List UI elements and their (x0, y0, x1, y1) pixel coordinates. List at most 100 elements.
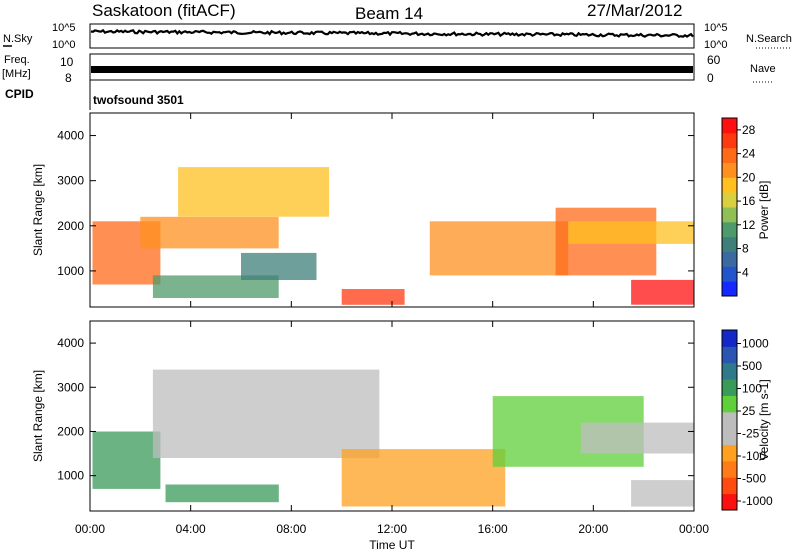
colorbar-swatch (722, 266, 737, 282)
colorbar-swatch (722, 132, 737, 149)
beam-title: Beam 14 (355, 4, 423, 23)
colorbar-swatch (722, 177, 737, 193)
colorbar-swatch (722, 362, 737, 380)
echo-region-4 (241, 252, 317, 280)
colorbar-swatch (722, 444, 737, 462)
x-tick-label: 12:00 (377, 522, 407, 536)
x-tick-label: 16:00 (478, 522, 508, 536)
colorbar-tick-label: 16 (742, 194, 756, 208)
program-label: twofsound 3501 (93, 93, 184, 107)
velocity-y-axis: 1000 2000 3000 4000 (57, 336, 694, 483)
x-tick-label: 20:00 (578, 522, 608, 536)
y-tick-label: 2000 (57, 424, 84, 438)
velocity-data-layer (92, 369, 695, 507)
date-title: 27/Mar/2012 (587, 1, 682, 20)
echo-region-6 (429, 221, 569, 276)
freq-panel-frame (89, 53, 695, 81)
noise-axis-right-top: 10^5 (704, 22, 728, 34)
echo-region-0 (92, 431, 161, 489)
power-panel: 1000 2000 3000 4000 Slant Range [km] (31, 112, 695, 308)
time-x-axis: 00:00 04:00 08:00 12:00 16:00 20:00 00:00 (75, 113, 709, 536)
noise-axis-bottom: 10^0 (52, 39, 76, 51)
colorbar-swatch (722, 395, 737, 413)
y-tick-label: 1000 (57, 264, 84, 278)
echo-region-1 (152, 369, 380, 458)
freq-label-line1: Freq. (4, 54, 30, 66)
colorbar-tick-label: 12 (742, 218, 756, 232)
echo-region-3 (341, 449, 506, 507)
x-tick-label: 00:00 (679, 522, 709, 536)
colorbar-swatch (722, 477, 737, 495)
colorbar-swatch (722, 428, 737, 446)
echo-region-2 (178, 167, 330, 217)
colorbar-swatch (722, 493, 737, 511)
y-tick-label: 3000 (57, 380, 84, 394)
colorbar-swatch (722, 251, 737, 267)
colorbar-frame (721, 117, 738, 297)
velocity-y-label: Slant Range [km] (31, 370, 45, 462)
colorbar-tick-label: 1000 (742, 337, 769, 351)
power-data-layer (92, 167, 694, 305)
nsearch-label: N.Search (746, 33, 792, 45)
noise-panel: 10^5 10^0 10^5 10^0 (52, 22, 728, 51)
power-colorbar-label: Power [dB] (757, 181, 771, 240)
colorbar-swatch (722, 236, 737, 252)
echo-region-3 (152, 275, 279, 298)
colorbar-swatch (722, 281, 737, 297)
nave-label: Nave (750, 63, 776, 75)
colorbar-swatch (722, 147, 737, 163)
freq-label-line2: [MHz] (2, 68, 31, 80)
colorbar-swatch (722, 221, 737, 238)
colorbar-swatch (722, 118, 737, 134)
velocity-panel: 1000 2000 3000 4000 Slant Range [km] (31, 320, 695, 512)
noise-panel-frame (89, 23, 695, 49)
colorbar-tick-label: -500 (742, 472, 766, 486)
cpid-label: CPID (5, 87, 34, 101)
nave-axis-top: 60 (707, 53, 721, 67)
y-tick-label: 2000 (57, 219, 84, 233)
colorbar-tick-label: 500 (742, 359, 762, 373)
y-tick-label: 4000 (57, 336, 84, 350)
y-tick-label: 3000 (57, 174, 84, 188)
colorbar-tick-label: 24 (742, 147, 756, 161)
colorbar-tick-label: 25 (742, 404, 756, 418)
colorbar-tick-label: 20 (742, 170, 756, 184)
colorbar-swatch (722, 192, 737, 208)
x-axis-label: Time UT (369, 538, 415, 552)
colorbar-tick-label: -25 (742, 427, 760, 441)
power-y-axis: 1000 2000 3000 4000 (57, 129, 694, 278)
nave-axis-bottom: 0 (707, 71, 714, 85)
velocity-colorbar: 1000 500 100 25 -25 -100 -500 -1000 (721, 329, 773, 511)
y-tick-label: 1000 (57, 469, 84, 483)
echo-region-1 (140, 216, 279, 249)
echo-region-6 (580, 422, 695, 454)
colorbar-tick-label: 28 (742, 123, 756, 137)
colorbar-swatch (722, 330, 737, 347)
x-tick-label: 00:00 (75, 522, 105, 536)
colorbar-swatch (722, 411, 737, 429)
echo-region-2 (165, 484, 279, 503)
colorbar-tick-label: 8 (742, 242, 749, 256)
y-tick-label: 4000 (57, 129, 84, 143)
power-colorbar: 4 8 12 16 20 24 28 (721, 117, 756, 297)
freq-axis-top: 10 (60, 55, 74, 69)
colorbar-tick-label: -100 (742, 449, 766, 463)
x-tick-label: 08:00 (276, 522, 306, 536)
colorbar-swatch (722, 460, 737, 478)
freq-trace-band (91, 66, 693, 73)
noise-axis-top: 10^5 (52, 22, 76, 34)
colorbar-tick-label: -1000 (742, 494, 773, 508)
nsky-label: N.Sky (3, 33, 33, 45)
noise-sky-trace (90, 28, 694, 38)
colorbar-frame (721, 329, 738, 511)
colorbar-swatch (722, 379, 737, 396)
power-y-label: Slant Range [km] (31, 164, 45, 256)
x-tick-label: 04:00 (176, 522, 206, 536)
echo-region-8 (631, 279, 694, 305)
freq-axis-bottom: 8 (65, 71, 72, 85)
colorbar-swatch (722, 162, 737, 178)
colorbar-tick-label: 100 (742, 382, 762, 396)
velocity-colorbar-label: Velocity [m s-1] (757, 379, 771, 460)
echo-region-9 (568, 221, 694, 244)
